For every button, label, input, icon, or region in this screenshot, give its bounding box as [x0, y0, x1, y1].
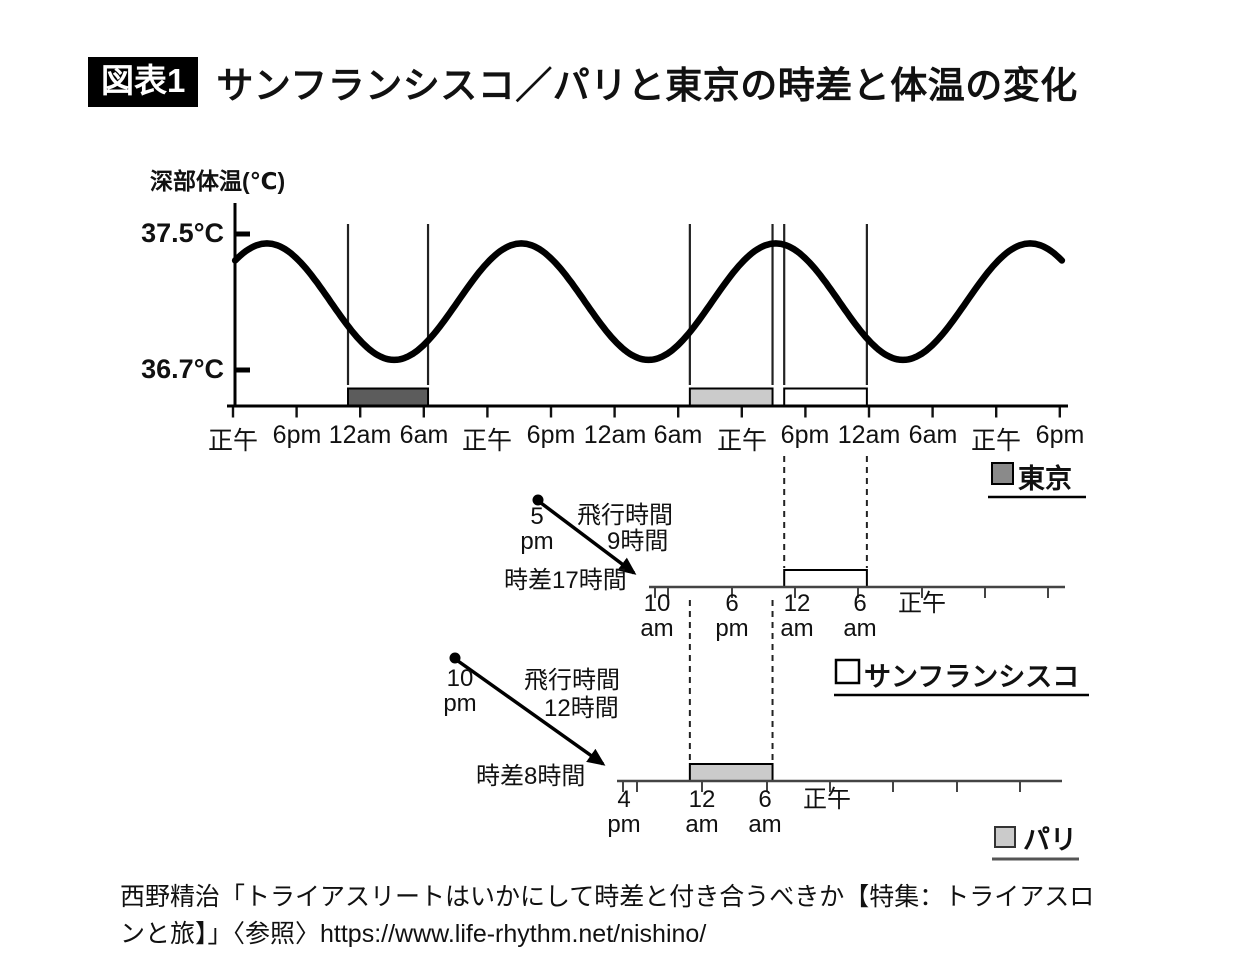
sf-legend-swatch [834, 658, 861, 685]
paris-axis-tick-label: 12 am [685, 786, 719, 838]
figure-header: 図表1 サンフランシスコ／パリと東京の時差と体温の変化 [88, 55, 1078, 109]
x-tick-label: 6pm [1035, 421, 1085, 449]
sf-flight-arrow [539, 501, 637, 575]
sf-departure-time-label: 5 pm [520, 503, 554, 555]
y-tick-label-37-5: 37.5°C [141, 218, 224, 248]
x-tick-label: 6am [399, 421, 449, 449]
source-citation: 西野精治「トライアスリートはいかにして時差と付き合うべきか【特集：トライアスロ … [120, 879, 1094, 953]
x-tick-label: 6pm [272, 421, 322, 449]
sleep-bar-tokyo-main [347, 387, 430, 407]
y-tick-label-36-7: 36.7°C [141, 354, 224, 384]
sf-flight-duration-label-1: 飛行時間 [577, 502, 673, 529]
paris-flight-duration-label-1: 飛行時間 [524, 667, 620, 694]
source-line-2: ンと旅】」〈参照〉https://www.life-rhythm.net/nis… [120, 920, 707, 948]
sleep-bar-sf-main [783, 387, 868, 407]
paris-time-difference-label: 時差8時間 [476, 763, 586, 790]
paris-legend-swatch [994, 826, 1016, 848]
paris-axis-tick-label: 4 pm [607, 786, 641, 838]
tokyo-legend-swatch [991, 462, 1014, 485]
x-tick-label: 正午 [461, 427, 513, 455]
paris-axis-tick-label: 正午 [803, 786, 851, 813]
sf-axis-tick-label: 10 am [640, 590, 674, 642]
x-tick-label: 6pm [780, 421, 830, 449]
x-tick-label: 12am [583, 421, 647, 449]
x-tick-label: 6am [908, 421, 958, 449]
x-tick-label: 12am [837, 421, 901, 449]
sleep-bar-paris-local [688, 763, 774, 782]
sf-axis-tick-label: 12 am [780, 590, 814, 642]
temperature-curve [231, 240, 1066, 364]
figure-badge: 図表1 [88, 56, 199, 108]
x-tick-label: 12am [328, 421, 392, 449]
paris-flight-duration-label-2: 12時間 [544, 695, 619, 722]
paris-departure-time-label: 10 pm [443, 665, 477, 717]
y-axis-title: 深部体温(℃) [150, 168, 286, 194]
x-tick-label: 正午 [970, 427, 1022, 455]
sf-time-difference-label: 時差17時間 [504, 567, 627, 594]
paris-legend-label: パリ [1023, 825, 1077, 855]
x-tick-label: 正午 [207, 427, 259, 455]
sf-departure-dot [532, 494, 544, 506]
paris-axis-tick-label: 6 am [748, 786, 782, 838]
sf-axis-tick-label: 正午 [898, 590, 946, 617]
x-tick-label: 正午 [716, 427, 768, 455]
source-line-1: 西野精治「トライアスリートはいかにして時差と付き合うべきか【特集：トライアスロ [120, 883, 1095, 911]
sf-axis-tick-label: 6 pm [715, 590, 749, 642]
sf-flight-duration-label-2: 9時間 [607, 528, 669, 555]
sleep-bar-sf-local [783, 569, 868, 588]
sleep-bar-paris-main [688, 387, 774, 407]
x-tick-label: 6pm [526, 421, 576, 449]
figure-title: サンフランシスコ／パリと東京の時差と体温の変化 [216, 65, 1078, 106]
paris-departure-dot [449, 652, 461, 664]
x-tick-label: 6am [653, 421, 703, 449]
paris-flight-arrow [456, 659, 606, 766]
sf-axis-tick-label: 6 am [843, 590, 877, 642]
sf-legend-label: サンフランシスコ [864, 662, 1080, 692]
tokyo-legend-label: 東京 [1018, 464, 1072, 494]
